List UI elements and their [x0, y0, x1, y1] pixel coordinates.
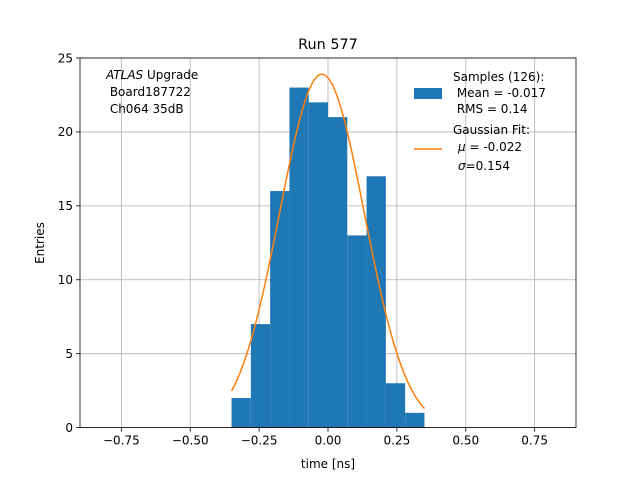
- legend-fit-line-2: μ = -0.022: [457, 140, 522, 154]
- legend-sigma-symbol: σ: [458, 159, 466, 173]
- legend-samples-line-1: Samples (126):: [453, 70, 544, 84]
- axis-ticks: −0.75 −0.50 −0.25 0.00 0.25 0.50 0.75 0 5 10 15 20 2…: [58, 51, 548, 447]
- annotation-upgrade: Upgrade: [143, 68, 198, 82]
- x-tick-label: 0.75: [521, 434, 548, 448]
- gaussian-fit-curve: [230, 73, 426, 409]
- histogram-bar: [405, 412, 425, 428]
- x-tick-label: 0.25: [384, 434, 411, 448]
- legend-sigma-value: =0.154: [466, 159, 510, 173]
- annotation-line-1: ATLAS Upgrade: [105, 68, 198, 82]
- x-axis-label: time [ns]: [301, 457, 355, 471]
- histogram-bar: [366, 176, 386, 428]
- histogram-bar: [385, 383, 406, 428]
- x-tick-label: −0.75: [103, 434, 140, 448]
- y-tick-label: 25: [58, 51, 73, 65]
- y-tick-label: 10: [58, 273, 73, 287]
- legend: Samples (126): Mean = -0.017 RMS = 0.14 …: [414, 70, 546, 173]
- annotation-line-2: Board187722: [106, 85, 191, 99]
- legend-samples-line-3: RMS = 0.14: [453, 102, 528, 116]
- y-tick-label: 5: [65, 347, 73, 361]
- x-tick-label: 0.00: [315, 434, 342, 448]
- histogram-bar: [328, 117, 348, 428]
- histogram-bar: [308, 102, 328, 428]
- atlas-annotation: ATLAS Upgrade Board187722 Ch064 35dB: [105, 68, 198, 116]
- legend-fit-line-3: σ=0.154: [458, 159, 510, 173]
- histogram-bar: [250, 324, 271, 428]
- x-tick-label: 0.50: [452, 434, 479, 448]
- histogram-bars: [231, 87, 425, 428]
- histogram-bar: [289, 87, 309, 428]
- x-tick-label: −0.25: [241, 434, 278, 448]
- y-tick-label: 0: [65, 421, 73, 435]
- annotation-line-3: Ch064 35dB: [106, 102, 184, 116]
- legend-mu-value: = -0.022: [466, 140, 522, 154]
- annotation-atlas: ATLAS: [105, 68, 144, 82]
- legend-mu-symbol: μ: [457, 140, 466, 154]
- legend-fit-line-1: Gaussian Fit:: [453, 123, 530, 137]
- x-tick-label: −0.50: [172, 434, 209, 448]
- legend-samples-swatch: [414, 88, 442, 99]
- histogram-bar: [347, 235, 367, 428]
- y-tick-label: 15: [58, 199, 73, 213]
- chart-title: Run 577: [298, 37, 358, 53]
- histogram-bar: [270, 191, 290, 428]
- y-axis-label: Entries: [33, 222, 47, 264]
- legend-samples-line-2: Mean = -0.017: [453, 86, 546, 100]
- y-tick-label: 20: [58, 125, 73, 139]
- histogram-bar: [231, 398, 251, 428]
